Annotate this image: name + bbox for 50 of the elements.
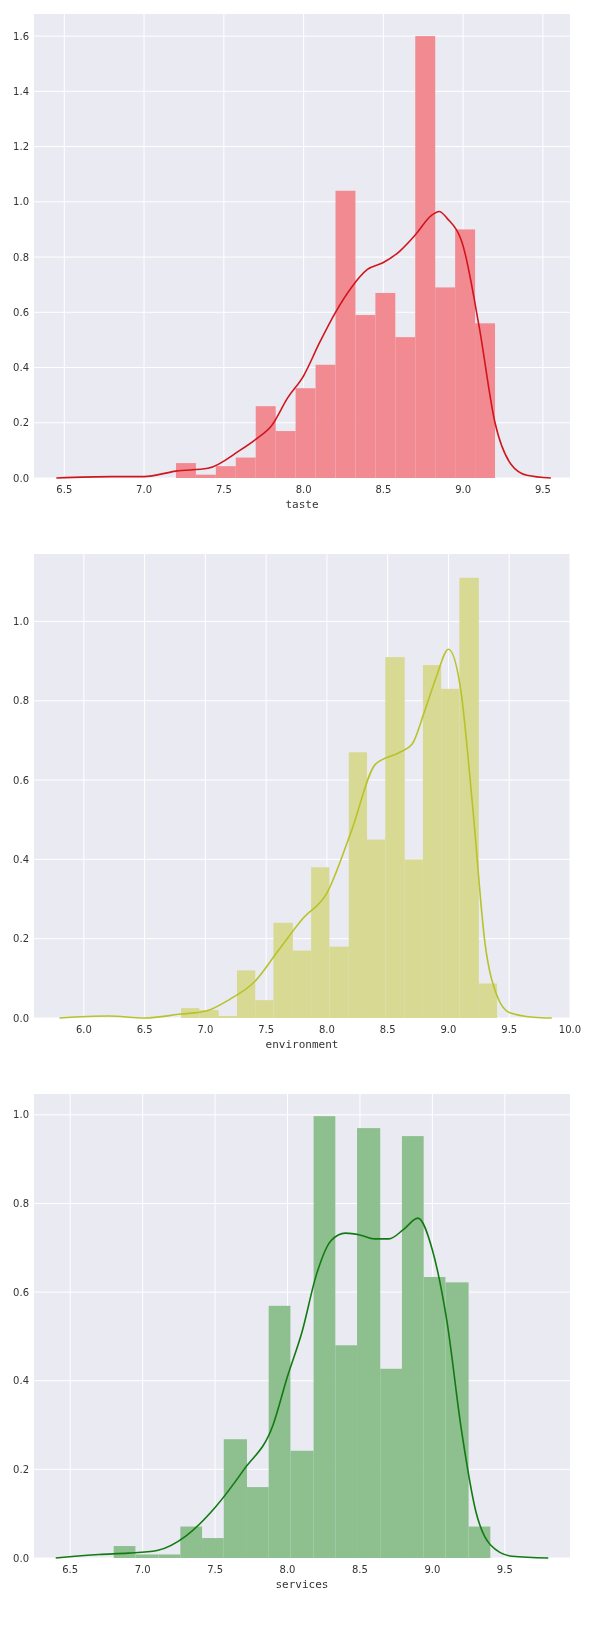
x-tick-label: 8.0 [279, 1564, 296, 1575]
y-tick-label: 0.6 [13, 1286, 29, 1298]
x-tick-label: 9.0 [455, 484, 472, 495]
x-tick-label: 7.5 [207, 1564, 224, 1575]
x-tick-label: 6.5 [62, 1564, 79, 1575]
y-tick-label: 0.6 [13, 774, 29, 786]
x-tick-label: 8.5 [351, 1564, 368, 1575]
x-tick-label: 6.0 [75, 1024, 92, 1035]
y-tick-label: 0.8 [13, 251, 29, 263]
y-tick-label: 1.0 [13, 615, 29, 627]
x-tick-label: 7.0 [197, 1024, 214, 1035]
x-tick-label: 8.0 [318, 1024, 335, 1035]
x-tick-label: 7.0 [136, 484, 153, 495]
x-tick-label: 6.5 [56, 484, 73, 495]
x-tick-label: 9.5 [496, 1564, 513, 1575]
x-tick-label: 9.5 [534, 484, 551, 495]
x-tick-label: 9.0 [440, 1024, 457, 1035]
y-tick-label: 0.0 [13, 1552, 29, 1564]
y-tick-label: 1.2 [13, 141, 29, 153]
x-tick-label: 6.5 [136, 1024, 153, 1035]
y-tick-label: 0.2 [13, 417, 29, 429]
line-series [58, 648, 553, 1019]
x-tick-label: 8.0 [295, 484, 312, 495]
x-tick-label: 7.5 [215, 484, 232, 495]
y-tick-label: 1.0 [13, 1109, 29, 1121]
y-tick-label: 0.4 [13, 1375, 29, 1387]
y-tick-label: 0.2 [13, 933, 29, 945]
y-tick-label: 0.8 [13, 1197, 29, 1209]
x-axis-title: environment [265, 1038, 339, 1051]
y-tick-label: 1.0 [13, 196, 29, 208]
y-tick-label: 0.0 [13, 1012, 29, 1024]
line-series [55, 210, 552, 479]
x-tick-label: 7.0 [134, 1564, 151, 1575]
x-tick-label: 8.5 [379, 1024, 396, 1035]
x-tick-label: 10.0 [558, 1024, 582, 1035]
x-axis-title: services [275, 1578, 329, 1591]
x-tick-label: 9.5 [501, 1024, 518, 1035]
x-tick-label: 8.5 [375, 484, 392, 495]
y-tick-label: 1.4 [13, 85, 29, 97]
x-tick-label: 7.5 [258, 1024, 275, 1035]
y-tick-label: 0.4 [13, 853, 29, 865]
x-tick-label: 9.0 [424, 1564, 441, 1575]
y-tick-label: 0.6 [13, 306, 29, 318]
y-tick-label: 0.4 [13, 362, 29, 374]
x-axis-title: taste [285, 498, 319, 511]
y-tick-label: 1.6 [13, 30, 29, 42]
line-series [54, 1217, 550, 1559]
y-tick-label: 0.0 [13, 472, 29, 484]
y-tick-label: 0.8 [13, 695, 29, 707]
y-tick-label: 0.2 [13, 1463, 29, 1475]
